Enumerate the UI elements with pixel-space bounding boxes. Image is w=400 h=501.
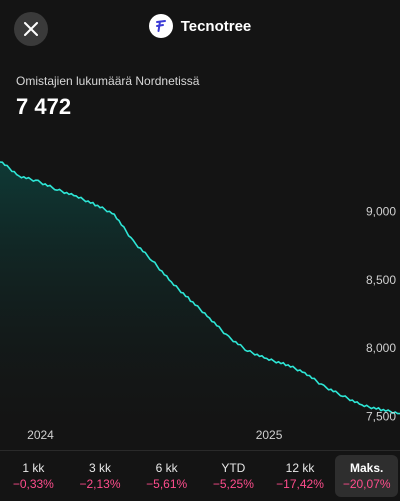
x-tick-label: 2024 [27, 428, 54, 442]
period-label: 1 kk [22, 461, 45, 475]
period-label: 12 kk [285, 461, 315, 475]
company-name: Tecnotree [180, 17, 252, 35]
period-change: −20,07% [342, 477, 391, 491]
y-tick-label: 9,000 [366, 204, 396, 218]
x-tick-label: 2025 [256, 428, 283, 442]
owners-chart: 9,000 8,500 8,000 7,500 2024 2025 [0, 161, 400, 442]
chart-area [0, 162, 400, 430]
period-tab-6kk[interactable]: 6 kk −5,61% [135, 455, 198, 497]
period-selector: 1 kk −0,33% 3 kk −2,13% 6 kk −5,61% YTD … [0, 450, 400, 501]
header: Tecnotree [0, 14, 400, 38]
metric-label: Omistajien lukumäärä Nordnetissä [16, 74, 200, 88]
period-change: −17,42% [276, 477, 324, 491]
period-change: −5,61% [146, 477, 188, 491]
period-change: −2,13% [79, 477, 121, 491]
period-tab-maks[interactable]: Maks. −20,07% [335, 455, 399, 497]
period-tab-1kk[interactable]: 1 kk −0,33% [2, 455, 65, 497]
y-tick-label: 8,500 [366, 273, 396, 287]
period-tab-12kk[interactable]: 12 kk −17,42% [269, 455, 332, 497]
period-tab-3kk[interactable]: 3 kk −2,13% [69, 455, 132, 497]
y-tick-label: 8,000 [366, 341, 396, 355]
close-button[interactable] [14, 12, 48, 46]
period-label: 6 kk [155, 461, 178, 475]
period-tab-ytd[interactable]: YTD −5,25% [202, 455, 265, 497]
period-label: YTD [221, 461, 246, 475]
period-change: −5,25% [212, 477, 254, 491]
close-icon [24, 22, 38, 36]
metric-value: 7 472 [16, 94, 72, 119]
period-label: Maks. [350, 461, 384, 475]
period-label: 3 kk [89, 461, 112, 475]
y-tick-label: 7,500 [366, 409, 396, 423]
tecnotree-logo-icon [148, 14, 173, 38]
chart-line [0, 161, 400, 415]
period-change: −0,33% [12, 477, 54, 491]
